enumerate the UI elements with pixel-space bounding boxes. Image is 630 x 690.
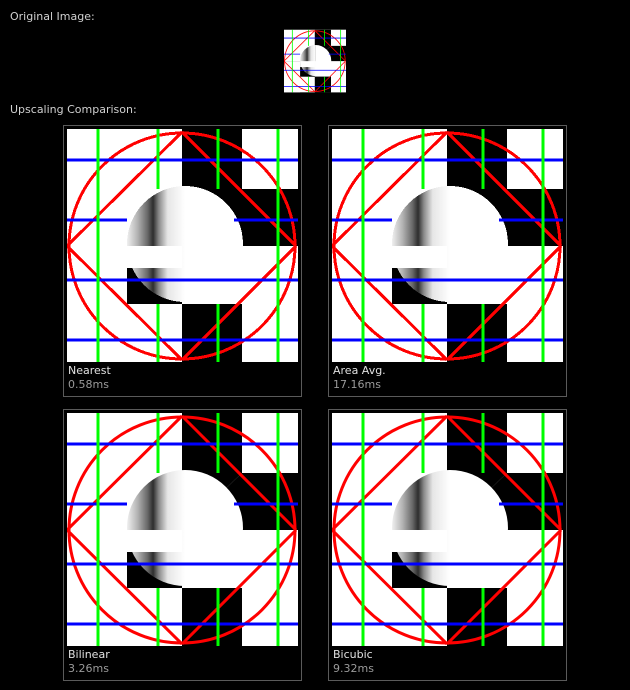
method-time: 9.32ms <box>333 662 374 675</box>
method-name: Bicubic <box>333 648 373 661</box>
bicubic-upscaled-image <box>332 413 563 646</box>
nearest-upscaled-image <box>67 129 298 362</box>
method-name: Bilinear <box>68 648 110 661</box>
nearest-panel: Nearest 0.58ms <box>63 125 302 397</box>
bilinear-upscaled-image <box>67 413 298 646</box>
upscaling-comparison-label: Upscaling Comparison: <box>10 103 137 116</box>
method-name: Area Avg. <box>333 364 386 377</box>
area-avg-panel: Area Avg. 17.16ms <box>328 125 567 397</box>
bilinear-panel: Bilinear 3.26ms <box>63 409 302 681</box>
original-image-label: Original Image: <box>10 10 95 23</box>
method-name: Nearest <box>68 364 111 377</box>
method-time: 17.16ms <box>333 378 381 391</box>
bicubic-panel: Bicubic 9.32ms <box>328 409 567 681</box>
original-image-thumbnail <box>284 29 346 93</box>
area-avg-upscaled-image <box>332 129 563 362</box>
method-time: 0.58ms <box>68 378 109 391</box>
method-time: 3.26ms <box>68 662 109 675</box>
